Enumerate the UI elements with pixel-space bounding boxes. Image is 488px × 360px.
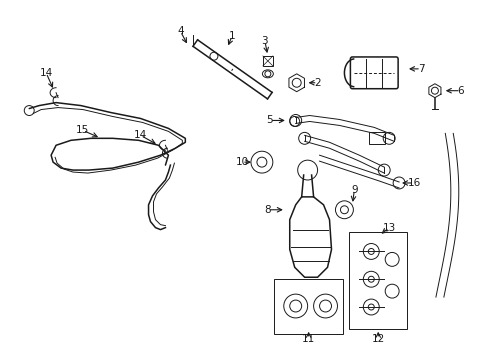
- Text: 6: 6: [456, 86, 463, 96]
- Bar: [263, 56, 272, 66]
- Text: 4: 4: [177, 26, 183, 36]
- Text: 2: 2: [314, 78, 320, 88]
- Text: 14: 14: [134, 130, 147, 140]
- Text: 9: 9: [350, 185, 357, 195]
- Text: 3: 3: [261, 36, 267, 46]
- Text: 7: 7: [417, 64, 424, 74]
- Text: 8: 8: [264, 205, 271, 215]
- Text: 11: 11: [302, 334, 315, 344]
- Text: 5: 5: [266, 116, 273, 126]
- Text: 16: 16: [407, 178, 420, 188]
- Bar: [368, 132, 385, 144]
- Bar: [273, 279, 343, 334]
- Text: 14: 14: [40, 68, 53, 78]
- Bar: [349, 231, 406, 329]
- Text: 13: 13: [382, 222, 395, 233]
- Text: 12: 12: [371, 334, 384, 344]
- Text: 15: 15: [76, 125, 89, 135]
- Text: 1: 1: [228, 31, 235, 41]
- Text: 10: 10: [235, 157, 248, 167]
